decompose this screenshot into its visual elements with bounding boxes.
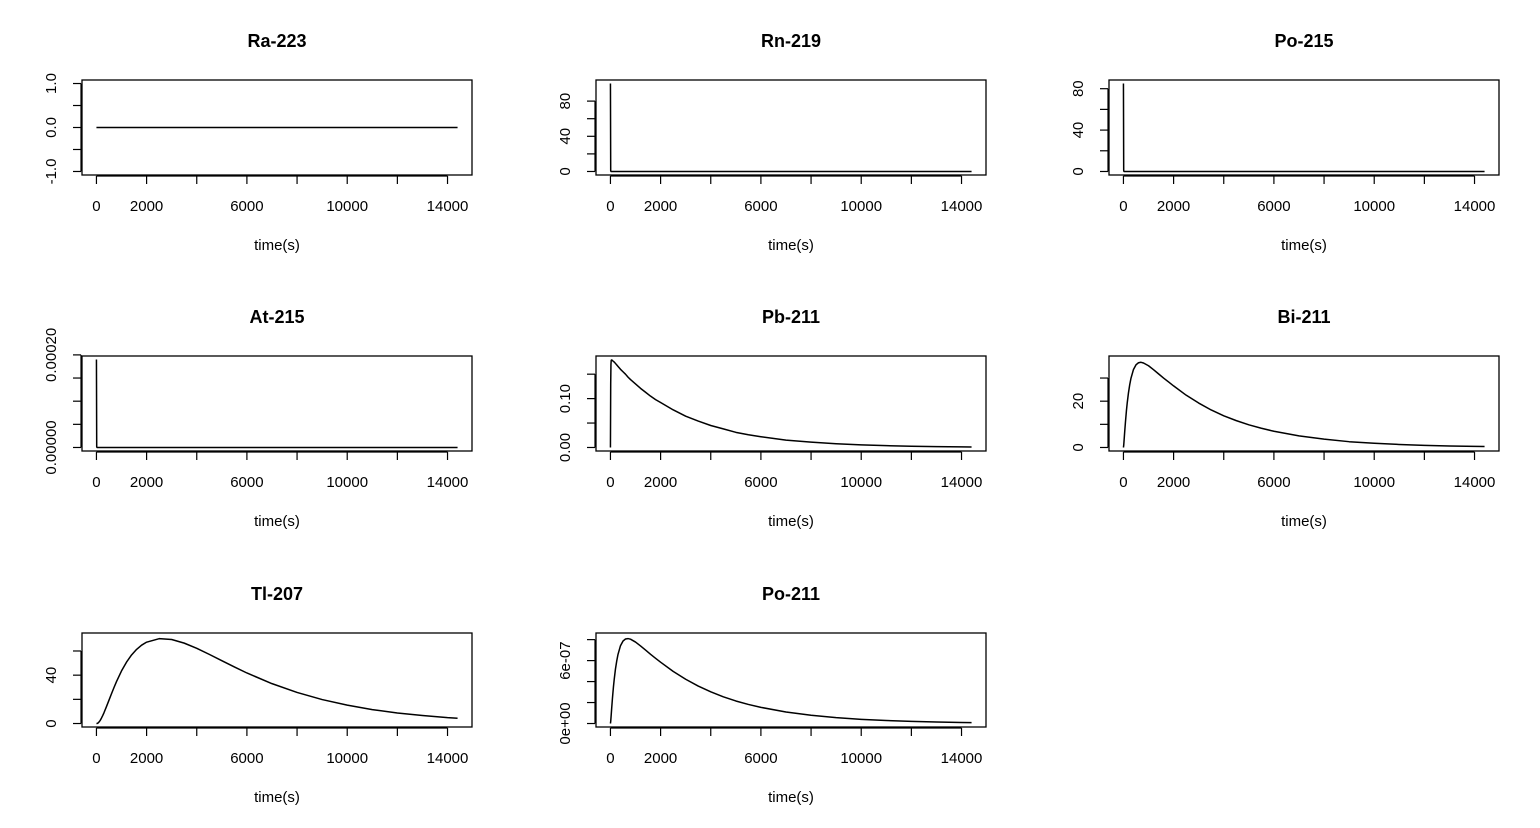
x-tick-label: 2000 (130, 750, 163, 767)
y-tick-label: 0.0 (43, 117, 60, 138)
x-tick-label: 6000 (230, 474, 263, 491)
x-tick-label: 2000 (1157, 474, 1190, 491)
x-axis-label: time(s) (254, 789, 300, 806)
x-axis-label: time(s) (768, 789, 814, 806)
x-tick-label: 10000 (326, 198, 368, 215)
x-tick-label: 0 (1119, 474, 1127, 491)
x-axis-label: time(s) (254, 237, 300, 254)
y-tick-label: 40 (557, 128, 574, 145)
y-tick-label: 6e-07 (557, 641, 574, 679)
y-tick-label: 20 (1070, 393, 1087, 410)
plot-frame (81, 79, 473, 176)
x-tick-label: 2000 (130, 474, 163, 491)
x-tick-label: 6000 (744, 474, 777, 491)
y-tick-label: 0.00000 (43, 420, 60, 474)
plot-frame (595, 632, 987, 728)
x-tick-label: 2000 (644, 474, 677, 491)
plot-frame (1108, 355, 1500, 452)
y-tick-label: -1.0 (43, 159, 60, 185)
x-tick-label: 0 (606, 474, 614, 491)
x-tick-label: 0 (1119, 198, 1127, 215)
plot-frame (81, 355, 473, 452)
panel-title: Po-211 (762, 584, 820, 604)
y-tick-label: 0 (1070, 443, 1087, 451)
y-tick-label: 40 (43, 667, 60, 684)
y-tick-label: 0 (1070, 167, 1087, 175)
y-tick-label: 80 (1070, 80, 1087, 97)
series-line (95, 637, 458, 725)
series-line (1122, 361, 1485, 448)
series-line (1122, 83, 1485, 173)
series-line (609, 359, 972, 448)
x-tick-label: 6000 (1257, 198, 1290, 215)
panel-7: Po-211 0 2000 6000 10000 14000 0e+00 6e-07 time(… (557, 584, 987, 806)
panel-title: Bi-211 (1277, 307, 1330, 327)
x-tick-label: 10000 (326, 750, 368, 767)
x-tick-label: 6000 (744, 750, 777, 767)
y-tick-label: 80 (557, 93, 574, 110)
plot-frame (81, 632, 473, 728)
x-tick-label: 2000 (130, 198, 163, 215)
x-tick-label: 2000 (644, 198, 677, 215)
x-tick-label: 2000 (1157, 198, 1190, 215)
x-tick-label: 0 (92, 198, 100, 215)
x-tick-label: 6000 (230, 198, 263, 215)
x-tick-label: 10000 (1353, 198, 1395, 215)
x-tick-label: 14000 (941, 474, 983, 491)
series-line (609, 637, 972, 724)
plot-frame (595, 355, 987, 452)
x-tick-label: 14000 (941, 198, 983, 215)
y-tick-label: 0 (43, 719, 60, 727)
x-tick-label: 10000 (840, 750, 882, 767)
y-tick-label: 1.0 (43, 73, 60, 94)
x-tick-label: 6000 (1257, 474, 1290, 491)
panel-6: Tl-207 0 2000 6000 10000 14000 0 40 time(s) (43, 584, 473, 806)
plot-frame (595, 79, 987, 176)
series-line (609, 83, 972, 173)
x-tick-label: 10000 (1353, 474, 1395, 491)
x-tick-label: 0 (92, 474, 100, 491)
y-tick-label: 40 (1070, 122, 1087, 139)
x-tick-label: 6000 (744, 198, 777, 215)
x-tick-label: 14000 (1454, 198, 1496, 215)
x-tick-label: 0 (606, 198, 614, 215)
panel-title: Ra-223 (247, 31, 306, 51)
panel-0: Ra-223 0 2000 6000 10000 14000 -1.0 0.0 1.0 time(… (43, 31, 473, 254)
x-tick-label: 2000 (644, 750, 677, 767)
panel-title: At-215 (249, 307, 304, 327)
panel-1: Rn-219 0 2000 6000 10000 14000 0 40 80 time(s) (557, 31, 987, 254)
x-tick-label: 14000 (427, 750, 469, 767)
y-tick-label: 0.00020 (43, 328, 60, 382)
x-axis-label: time(s) (1281, 513, 1327, 530)
x-tick-label: 14000 (427, 474, 469, 491)
y-tick-label: 0.00 (557, 433, 574, 462)
panel-5: Bi-211 0 2000 6000 10000 14000 0 20 time(s) (1070, 307, 1500, 530)
x-axis-label: time(s) (254, 513, 300, 530)
plot-frame (1108, 79, 1500, 176)
x-tick-label: 14000 (941, 750, 983, 767)
panel-title: Pb-211 (762, 307, 820, 327)
series-line (95, 359, 458, 449)
x-tick-label: 10000 (840, 474, 882, 491)
y-tick-label: 0 (557, 167, 574, 175)
x-axis-label: time(s) (768, 513, 814, 530)
panel-title: Tl-207 (251, 584, 303, 604)
panel-title: Rn-219 (761, 31, 821, 51)
y-tick-label: 0e+00 (557, 702, 574, 744)
x-axis-label: time(s) (1281, 237, 1327, 254)
x-tick-label: 10000 (326, 474, 368, 491)
panel-title: Po-215 (1274, 31, 1333, 51)
x-axis-label: time(s) (768, 237, 814, 254)
x-tick-label: 14000 (427, 198, 469, 215)
y-tick-label: 0.10 (557, 384, 574, 413)
panel-3: At-215 0 2000 6000 10000 14000 0.00000 0.00020 t… (43, 307, 473, 530)
panel-4: Pb-211 0 2000 6000 10000 14000 0.00 0.10 time(s) (557, 307, 987, 530)
x-tick-label: 0 (92, 750, 100, 767)
x-tick-label: 14000 (1454, 474, 1496, 491)
panel-2: Po-215 0 2000 6000 10000 14000 0 40 80 time(s) (1070, 31, 1500, 254)
x-tick-label: 10000 (840, 198, 882, 215)
x-tick-label: 0 (606, 750, 614, 767)
x-tick-label: 6000 (230, 750, 263, 767)
